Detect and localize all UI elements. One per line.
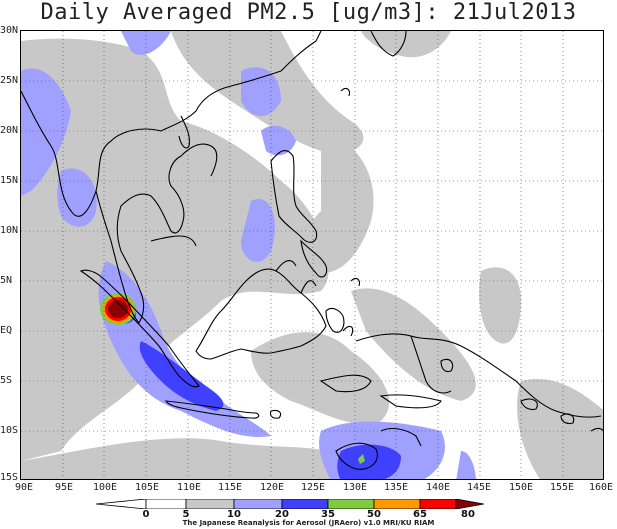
grid-lines (21, 31, 603, 479)
lon-label: 150E (508, 482, 534, 493)
hotspot-small (358, 454, 365, 464)
lat-label: 30N (0, 25, 19, 36)
pm25-map[interactable] (20, 30, 604, 480)
lat-label: 5N (0, 275, 13, 286)
lon-label: 105E (134, 482, 160, 493)
colorbar-label: 20 (275, 509, 289, 520)
lat-label: 15S (0, 472, 19, 483)
lat-label: EQ (0, 325, 13, 336)
colorbar-label: 0 (142, 509, 150, 520)
colorbar-segment (281, 499, 329, 509)
lon-label: 145E (466, 482, 492, 493)
colorbar-arrow-high (455, 499, 484, 509)
colorbar-segment (185, 499, 235, 509)
coastlines (21, 31, 603, 470)
credit-text: The Japanese Reanalysis for Aerosol (JRA… (182, 519, 435, 527)
lon-label: 155E (549, 482, 575, 493)
lon-label: 135E (383, 482, 409, 493)
lon-label: 125E (300, 482, 326, 493)
lon-label: 95E (54, 482, 74, 493)
colorbar-segment (419, 499, 457, 509)
colorbar-label: 65 (413, 509, 427, 520)
colorbar-arrow-low (96, 499, 147, 509)
lon-label: 100E (92, 482, 118, 493)
lon-label: 130E (342, 482, 368, 493)
colorbar-label: 35 (321, 509, 335, 520)
colorbar-segment (373, 499, 421, 509)
map-title: Daily Averaged PM2.5 [ug/m3]: 21Jul2013 (40, 0, 577, 25)
lon-label: 120E (259, 482, 285, 493)
concentration-10-20 (21, 31, 603, 479)
colorbar-segment (145, 499, 187, 509)
colorbar-segment (233, 499, 283, 509)
lat-label: 10S (0, 425, 19, 436)
lat-label: 10N (0, 225, 19, 236)
lon-label: 140E (425, 482, 451, 493)
lat-label: 15N (0, 175, 19, 186)
colorbar-label: 10 (227, 509, 241, 520)
colorbar-label: 50 (367, 509, 381, 520)
lat-label: 20N (0, 125, 19, 136)
lon-label: 90E (14, 482, 34, 493)
lat-label: 5S (0, 375, 13, 386)
lon-label: 115E (217, 482, 243, 493)
lon-label: 110E (176, 482, 202, 493)
colorbar-label: 80 (461, 509, 475, 520)
lat-label: 25N (0, 75, 19, 86)
lon-label: 160E (588, 482, 614, 493)
colorbar-segment (327, 499, 375, 509)
colorbar-label: 5 (182, 509, 190, 520)
colorbar (96, 499, 484, 509)
